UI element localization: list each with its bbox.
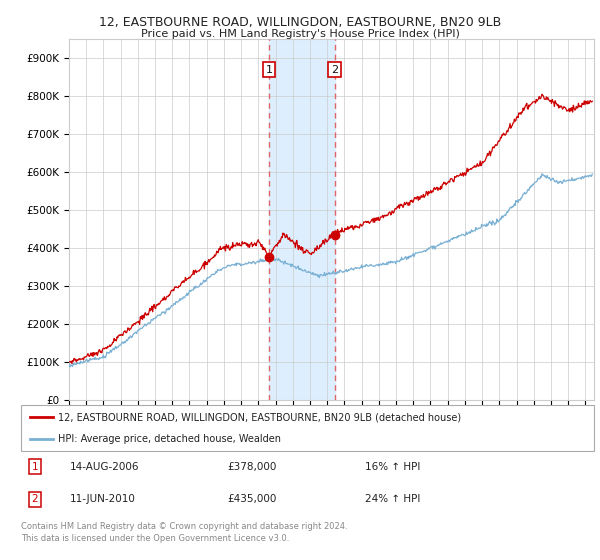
Text: £435,000: £435,000 [227,494,277,505]
Text: HPI: Average price, detached house, Wealden: HPI: Average price, detached house, Weal… [58,435,281,444]
Bar [269,39,335,400]
Text: 16% ↑ HPI: 16% ↑ HPI [365,461,420,472]
Text: 12, EASTBOURNE ROAD, WILLINGDON, EASTBOURNE, BN20 9LB (detached house): 12, EASTBOURNE ROAD, WILLINGDON, EASTBOU… [58,412,461,422]
Text: 24% ↑ HPI: 24% ↑ HPI [365,494,420,505]
Text: 1: 1 [31,461,38,472]
Text: 14-AUG-2006: 14-AUG-2006 [70,461,139,472]
Text: 1: 1 [266,64,272,74]
Text: 12, EASTBOURNE ROAD, WILLINGDON, EASTBOURNE, BN20 9LB: 12, EASTBOURNE ROAD, WILLINGDON, EASTBOU… [99,16,501,29]
Text: Contains HM Land Registry data © Crown copyright and database right 2024.
This d: Contains HM Land Registry data © Crown c… [21,522,347,543]
Text: Price paid vs. HM Land Registry's House Price Index (HPI): Price paid vs. HM Land Registry's House … [140,29,460,39]
FancyBboxPatch shape [21,405,594,451]
Text: £378,000: £378,000 [227,461,277,472]
Text: 2: 2 [31,494,38,505]
Text: 2: 2 [331,64,338,74]
Text: 11-JUN-2010: 11-JUN-2010 [70,494,136,505]
